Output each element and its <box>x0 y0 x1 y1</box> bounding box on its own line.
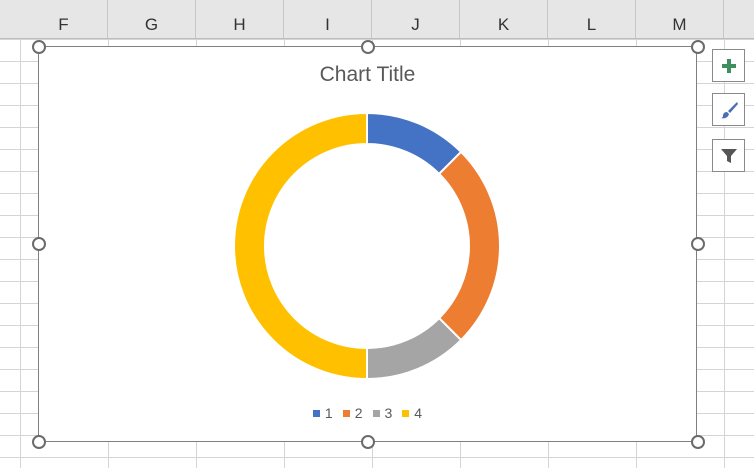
chart-title[interactable]: Chart Title <box>319 63 416 86</box>
legend-item-1[interactable]: 1 <box>312 405 333 421</box>
chart-styles-button[interactable] <box>712 93 745 126</box>
resize-handle-right[interactable] <box>691 237 705 251</box>
chart-elements-button[interactable] <box>712 49 745 82</box>
legend-label: 3 <box>384 405 393 421</box>
legend-swatch <box>372 409 380 417</box>
donut-slice-2[interactable] <box>437 150 501 342</box>
brush-icon <box>720 101 738 118</box>
column-header-i[interactable]: I <box>284 0 372 38</box>
column-header-g[interactable]: G <box>108 0 196 38</box>
legend-item-3[interactable]: 3 <box>372 405 393 421</box>
legend-label: 2 <box>354 405 363 421</box>
column-header-k[interactable]: K <box>460 0 548 38</box>
donut-slice-3[interactable] <box>366 316 463 381</box>
resize-handle-top[interactable] <box>361 40 375 54</box>
chart-legend[interactable]: 1 2 3 4 <box>39 405 696 421</box>
column-header-h[interactable]: H <box>196 0 284 38</box>
column-header-f[interactable]: F <box>20 0 108 38</box>
resize-handle-bottom[interactable] <box>361 435 375 449</box>
column-header-m[interactable]: M <box>636 0 724 38</box>
column-header-l[interactable]: L <box>548 0 636 38</box>
resize-handle-bottom-left[interactable] <box>32 435 46 449</box>
chart-filters-button[interactable] <box>712 139 745 172</box>
column-header-j[interactable]: J <box>372 0 460 38</box>
filter-icon <box>720 148 737 163</box>
resize-handle-bottom-right[interactable] <box>691 435 705 449</box>
column-header-row: F G H I J K L M <box>0 0 754 39</box>
resize-handle-left[interactable] <box>32 237 46 251</box>
legend-label: 1 <box>324 405 333 421</box>
resize-handle-top-left[interactable] <box>32 40 46 54</box>
legend-item-4[interactable]: 4 <box>402 405 422 421</box>
donut-slice-4[interactable] <box>233 111 368 381</box>
legend-swatch <box>312 409 320 417</box>
donut-chart <box>233 111 501 381</box>
resize-handle-top-right[interactable] <box>691 40 705 54</box>
legend-swatch <box>342 409 350 417</box>
legend-item-2[interactable]: 2 <box>342 405 363 421</box>
legend-swatch <box>402 409 410 417</box>
chart-area[interactable]: Chart Title 1 2 3 4 <box>38 46 697 442</box>
plus-icon <box>721 58 736 73</box>
legend-label: 4 <box>414 405 423 421</box>
